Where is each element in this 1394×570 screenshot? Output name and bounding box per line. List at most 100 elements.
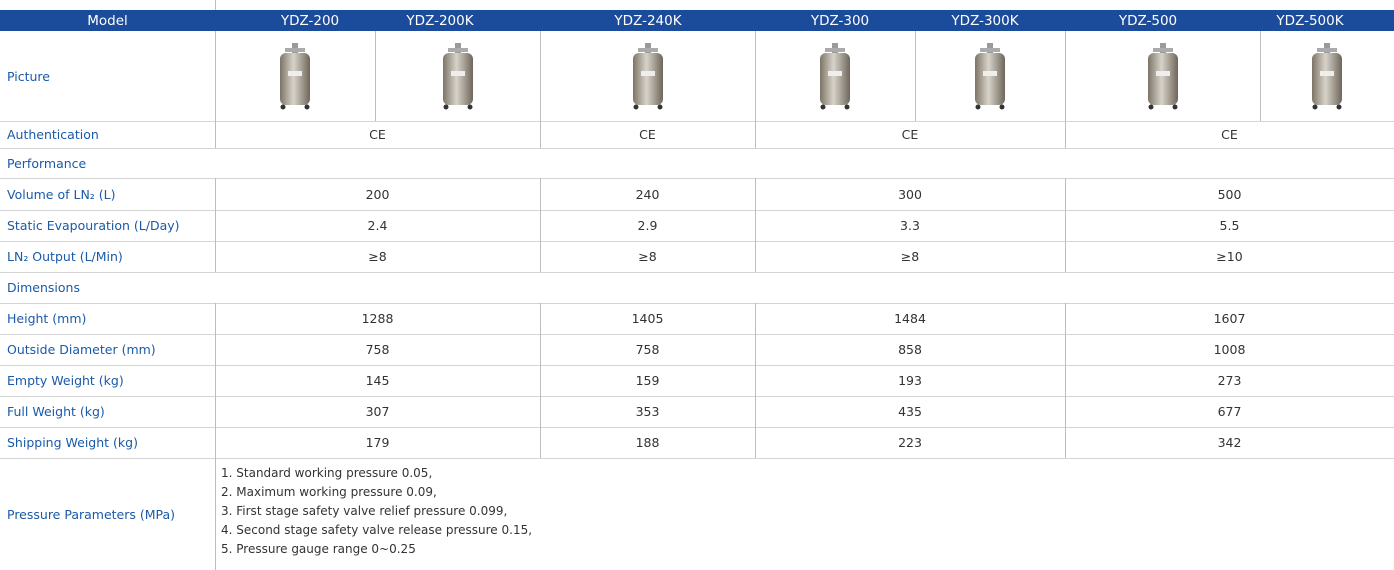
- row-border: [0, 272, 1394, 273]
- cell-value: ≥8: [638, 249, 657, 264]
- cell-value: 273: [1217, 373, 1242, 388]
- cell-value: 200: [365, 186, 390, 202]
- section-label: Performance: [7, 155, 87, 171]
- cell-value: 435: [898, 404, 922, 419]
- divider: [215, 210, 216, 241]
- model-name: YDZ-200K: [406, 12, 474, 29]
- tank-icon: [632, 43, 663, 110]
- cell-value: 353: [635, 404, 660, 419]
- tank-icon: [1312, 43, 1342, 110]
- divider: [755, 334, 756, 365]
- divider: [1065, 427, 1066, 458]
- cell-value: 500: [1217, 186, 1242, 202]
- row-border: [0, 427, 1394, 428]
- row-label: LN₂ Output (L/Min): [7, 249, 123, 264]
- divider: [540, 121, 541, 148]
- product-image: [436, 41, 480, 111]
- row-border: [0, 458, 1394, 459]
- cell-value: 758: [365, 342, 390, 357]
- divider: [1065, 396, 1066, 427]
- model-name: YDZ-240K: [614, 12, 682, 29]
- cell-value: ≥10: [1216, 249, 1243, 264]
- cell-value: 193: [898, 373, 922, 388]
- row-label: Full Weight (kg): [7, 404, 105, 419]
- divider: [540, 178, 541, 210]
- row-label: Outside Diameter (mm): [7, 342, 156, 357]
- row-border: [0, 396, 1394, 397]
- row-label: Empty Weight (kg): [7, 373, 124, 388]
- product-image: [626, 41, 670, 111]
- row-border: [0, 365, 1394, 366]
- divider: [755, 427, 756, 458]
- pressure-line: 5. Pressure gauge range 0~0.25: [221, 542, 416, 556]
- divider: [1065, 121, 1066, 148]
- divider: [755, 210, 756, 241]
- pressure-line: 1. Standard working pressure 0.05,: [221, 466, 433, 480]
- product-image: [1305, 41, 1349, 111]
- row-border: [0, 334, 1394, 335]
- cell-value: 1484: [894, 311, 926, 326]
- model-name: YDZ-300K: [951, 12, 1019, 29]
- row-label: Height (mm): [7, 311, 87, 326]
- row-border: [0, 241, 1394, 242]
- divider: [540, 31, 541, 121]
- product-image: [813, 41, 857, 111]
- cell-value: 2.9: [637, 218, 658, 233]
- cell-value: 223: [898, 435, 922, 450]
- cell-value: CE: [1221, 127, 1238, 142]
- divider: [215, 365, 216, 396]
- divider: [915, 31, 916, 121]
- divider: [755, 31, 756, 121]
- row-border: [0, 210, 1394, 211]
- row-label: Picture: [7, 68, 50, 84]
- cell-value: 758: [635, 342, 660, 357]
- row-border: [0, 148, 1394, 149]
- row-border: [0, 303, 1394, 304]
- divider: [540, 396, 541, 427]
- cell-value: 1008: [1213, 342, 1246, 357]
- divider: [1065, 365, 1066, 396]
- divider: [1065, 178, 1066, 210]
- tank-icon: [442, 43, 473, 110]
- cell-value: 240: [635, 186, 660, 202]
- divider: [755, 178, 756, 210]
- product-image: [968, 41, 1012, 111]
- divider: [1065, 334, 1066, 365]
- divider: [215, 334, 216, 365]
- divider: [755, 396, 756, 427]
- divider: [215, 458, 216, 570]
- header-label: Model: [87, 12, 128, 29]
- pressure-line: 4. Second stage safety valve release pre…: [221, 523, 533, 537]
- cell-value: 300: [898, 186, 922, 202]
- divider: [1065, 31, 1066, 121]
- tank-icon: [820, 43, 850, 110]
- divider: [1065, 303, 1066, 334]
- row-label: Volume of LN₂ (L): [7, 186, 116, 202]
- divider: [540, 210, 541, 241]
- cell-value: 188: [635, 435, 660, 450]
- cell-value: 307: [365, 404, 390, 419]
- tank-icon: [975, 43, 1005, 110]
- divider: [755, 303, 756, 334]
- divider: [540, 334, 541, 365]
- divider: [215, 178, 216, 210]
- divider: [755, 121, 756, 148]
- model-name: YDZ-500: [1118, 12, 1178, 29]
- cell-value: ≥8: [900, 249, 920, 264]
- cell-value: 5.5: [1219, 218, 1240, 233]
- cell-value: 677: [1217, 404, 1242, 419]
- section-label: Dimensions: [7, 280, 80, 295]
- row-label: Static Evapouration (L/Day): [7, 218, 180, 233]
- cell-value: 1288: [361, 311, 394, 326]
- divider: [215, 303, 216, 334]
- cell-value: CE: [901, 127, 919, 142]
- divider: [540, 427, 541, 458]
- cell-value: 179: [365, 435, 390, 450]
- cell-value: 1405: [631, 311, 664, 326]
- cell-value: 159: [635, 373, 660, 388]
- divider: [375, 31, 376, 121]
- pressure-line: 2. Maximum working pressure 0.09,: [221, 485, 437, 499]
- model-name: YDZ-300: [810, 12, 870, 29]
- divider: [215, 121, 216, 148]
